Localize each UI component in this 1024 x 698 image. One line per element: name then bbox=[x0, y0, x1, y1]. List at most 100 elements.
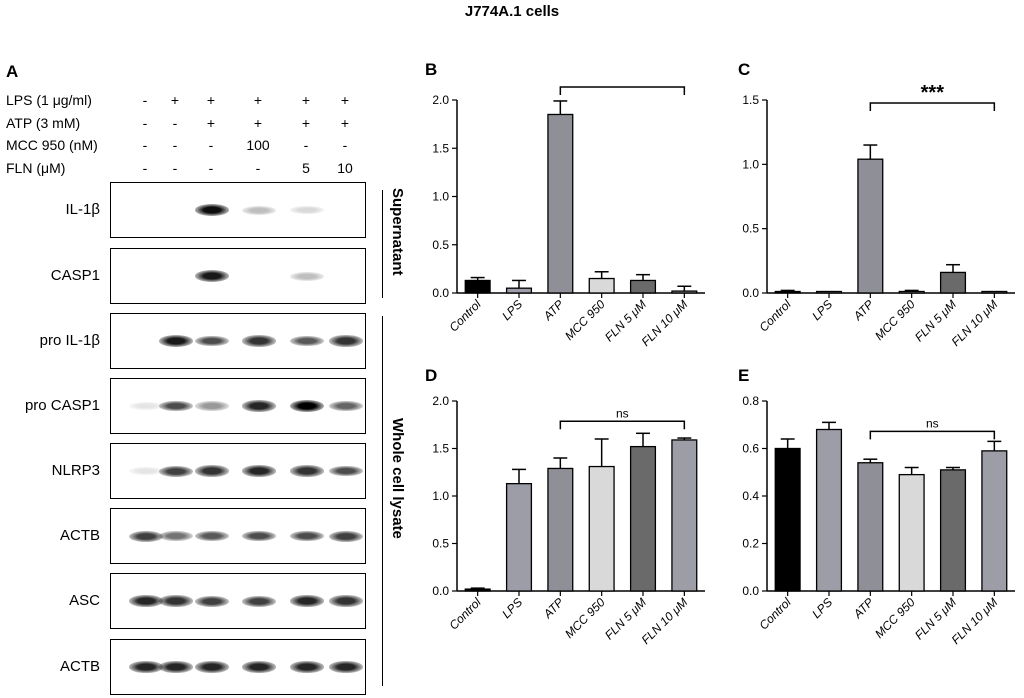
x-tick-label: ATP bbox=[850, 297, 876, 323]
significance-marker: *** bbox=[611, 80, 635, 88]
treatment-value: - bbox=[255, 159, 261, 176]
blot-band bbox=[159, 335, 193, 347]
bar bbox=[774, 290, 801, 294]
x-tick-label: ATP bbox=[850, 595, 876, 621]
x-tick-label: Control bbox=[447, 595, 484, 632]
panel-label-a: A bbox=[6, 62, 19, 81]
treatment-label: ATP (3 mM) bbox=[6, 114, 81, 131]
blot-label: ASC bbox=[69, 592, 100, 609]
significance-bracket bbox=[559, 86, 686, 95]
bar bbox=[857, 158, 884, 294]
treatment-value: - bbox=[172, 159, 178, 176]
x-tick-label: LPS bbox=[499, 297, 525, 323]
blot-band bbox=[329, 661, 363, 673]
x-tick-label: ATP bbox=[540, 595, 566, 621]
blot-band bbox=[242, 465, 276, 477]
treatment-value: + bbox=[253, 92, 263, 108]
blot-band bbox=[242, 335, 276, 347]
significance-marker: *** bbox=[921, 82, 945, 104]
blot-band bbox=[290, 465, 324, 477]
blot-band bbox=[290, 335, 324, 347]
bar bbox=[547, 467, 574, 592]
bar bbox=[629, 445, 657, 592]
bar bbox=[588, 465, 615, 592]
bar bbox=[671, 290, 698, 294]
treatment-value: - bbox=[172, 114, 178, 131]
bar bbox=[464, 588, 491, 592]
treatment-label: FLN (μM) bbox=[6, 159, 66, 176]
bar bbox=[505, 287, 533, 294]
y-tick-label: 0.5 bbox=[742, 222, 759, 236]
bar bbox=[857, 462, 884, 592]
chart-nlrp3-ratio: 0.0 0.5 1.0 1.5 2.0 NLRP3 : ACTB Control LPS ATP… bbox=[420, 394, 705, 647]
blot-band bbox=[290, 661, 324, 673]
blot-band bbox=[290, 595, 324, 607]
treatment-value: - bbox=[342, 137, 348, 153]
treatment-value: + bbox=[340, 92, 350, 108]
blot-label: pro CASP1 bbox=[24, 397, 100, 414]
blot-band bbox=[195, 595, 229, 607]
blot-band bbox=[195, 270, 229, 282]
x-tick-label: Control bbox=[757, 297, 794, 334]
panel-label-b: B bbox=[425, 60, 438, 79]
x-tick-label: ATP bbox=[540, 297, 566, 323]
treatment-value: + bbox=[170, 92, 180, 108]
y-tick-label: 1.0 bbox=[742, 157, 759, 171]
treatment-value: - bbox=[142, 114, 148, 131]
y-tick-label: 1.0 bbox=[432, 489, 449, 503]
bar bbox=[505, 483, 533, 592]
bar bbox=[547, 113, 574, 294]
treatment-value: + bbox=[206, 114, 216, 131]
treatment-value: 10 bbox=[337, 159, 353, 176]
y-tick-label: 2.0 bbox=[432, 93, 449, 107]
significance-bracket bbox=[869, 430, 996, 440]
y-axis-label: ASC : ACTB bbox=[730, 455, 731, 538]
treatment-value: 100 bbox=[246, 137, 270, 153]
bar bbox=[464, 279, 491, 294]
bar bbox=[898, 473, 925, 592]
x-tick-label: MCC 950 bbox=[872, 297, 918, 343]
significance-bracket bbox=[559, 420, 686, 430]
y-tick-label: 0.8 bbox=[742, 394, 759, 408]
blot-band bbox=[242, 205, 276, 215]
bar bbox=[815, 290, 843, 294]
blot-panel bbox=[110, 313, 366, 369]
blot-band bbox=[129, 595, 163, 607]
bar bbox=[774, 447, 801, 592]
blot-band bbox=[242, 530, 276, 542]
blot-band bbox=[129, 401, 163, 411]
treatment-value: + bbox=[301, 114, 311, 131]
x-tick-label: Control bbox=[757, 595, 794, 632]
figure-title: J774A.1 cells bbox=[464, 3, 560, 20]
x-tick-label: LPS bbox=[809, 297, 835, 323]
treatment-value: - bbox=[208, 159, 214, 176]
blot-label: IL-1β bbox=[65, 201, 100, 218]
blot-label: ACTB bbox=[59, 658, 100, 675]
y-tick-label: 1.5 bbox=[432, 141, 449, 155]
bar bbox=[939, 469, 967, 592]
blot-band bbox=[159, 400, 193, 412]
blot-band bbox=[290, 400, 324, 412]
panel-label-d: D bbox=[425, 366, 438, 385]
y-tick-label: 1.5 bbox=[742, 93, 759, 107]
lysate-bracket bbox=[382, 316, 383, 686]
y-tick-label: 1.5 bbox=[432, 442, 449, 456]
bar bbox=[815, 428, 843, 592]
blot-band bbox=[195, 465, 229, 477]
blot-band bbox=[329, 400, 363, 412]
bar bbox=[588, 277, 615, 294]
significance-marker: ns bbox=[616, 406, 629, 420]
bar bbox=[898, 290, 925, 294]
blot-label: ACTB bbox=[59, 527, 100, 544]
significance-bracket bbox=[869, 102, 996, 111]
blot-band bbox=[129, 530, 163, 542]
treatment-value: + bbox=[340, 114, 350, 131]
y-tick-label: 2.0 bbox=[432, 394, 449, 408]
y-tick-label: 0.5 bbox=[432, 537, 449, 551]
blot-band bbox=[159, 465, 193, 477]
blot-band bbox=[329, 465, 363, 477]
chart-casp1-ratio: 0.0 0.5 1.0 1.5 CASP1 : pro CASP1 Control LPS A… bbox=[730, 82, 1015, 349]
y-axis-label: CASP1 : pro CASP1 bbox=[730, 128, 731, 265]
bar bbox=[981, 450, 1008, 592]
y-tick-label: 0.0 bbox=[742, 286, 759, 300]
